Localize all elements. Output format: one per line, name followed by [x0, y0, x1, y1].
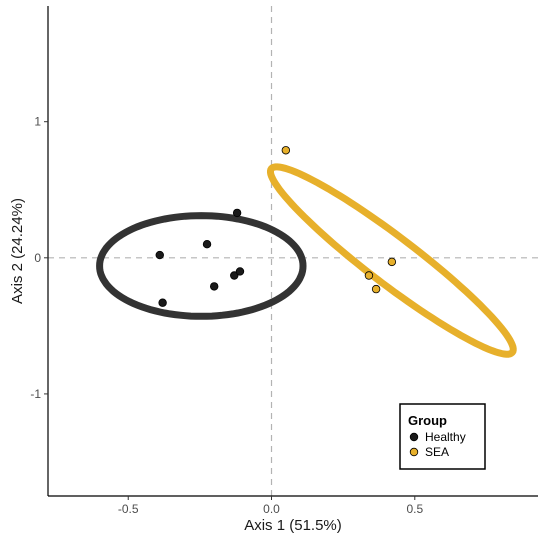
- point-healthy-1: [155, 250, 164, 260]
- y-axis-ticks: -1 0 1: [30, 115, 48, 401]
- legend-label-healthy: Healthy: [425, 430, 466, 444]
- point-healthy-6: [235, 267, 245, 276]
- legend-title: Group: [408, 413, 447, 428]
- point-sea-4: [387, 257, 397, 267]
- y-axis-title: Axis 2 (24.24%): [9, 198, 26, 304]
- point-healthy-7: [232, 208, 242, 218]
- x-axis-title: Axis 1 (51.5%): [244, 517, 342, 534]
- point-sea-1: [281, 146, 291, 155]
- x-tick-label: 0.5: [406, 502, 423, 516]
- x-axis-ticks: -0.5 0.0 0.5: [118, 496, 423, 516]
- point-healthy-2: [158, 298, 167, 307]
- y-tick-label: -1: [30, 387, 41, 401]
- point-healthy-4: [209, 282, 219, 291]
- point-sea-3: [371, 284, 381, 294]
- point-healthy-3: [202, 239, 212, 249]
- y-tick-label: 0: [34, 251, 41, 265]
- point-healthy-5: [230, 271, 239, 280]
- x-tick-label: -0.5: [118, 502, 139, 516]
- point-sea-2: [364, 271, 374, 280]
- legend-label-sea: SEA: [425, 445, 449, 459]
- x-tick-label: 0.0: [263, 502, 280, 516]
- ellipse-healthy: [96, 212, 307, 320]
- legend-marker-healthy: [409, 432, 419, 442]
- data-points: [155, 146, 397, 307]
- y-tick-label: 1: [34, 115, 41, 129]
- ellipse-sea: [267, 163, 517, 358]
- reference-lines: [48, 6, 538, 496]
- confidence-ellipses: [96, 163, 517, 358]
- legend-marker-sea: [409, 447, 419, 457]
